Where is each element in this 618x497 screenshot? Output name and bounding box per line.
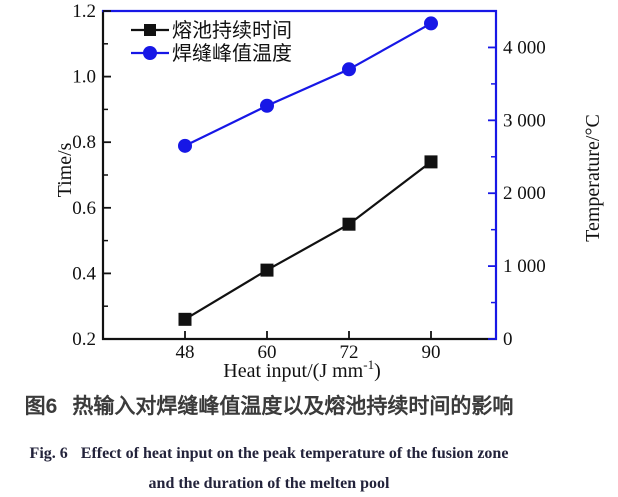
caption-en-text: Effect of heat input on the peak tempera… (80, 445, 509, 462)
data-point-square (424, 155, 438, 169)
left-tick-label: 0.8 (72, 132, 96, 153)
caption-english-line1: Fig. 6 Effect of heat input on the peak t… (0, 443, 538, 465)
x-tick-label: 60 (258, 342, 277, 363)
caption-chinese: 图6 热输入对焊缝峰值温度以及熔池持续时间的影响 (0, 393, 538, 420)
left-tick-label: 0.4 (72, 263, 96, 284)
x-tick-label: 72 (340, 342, 359, 363)
right-tick-label: 3 000 (503, 110, 546, 131)
caption-en-number: Fig. 6 (29, 445, 68, 462)
right-tick-label: 0 (503, 329, 513, 350)
left-tick-label: 1.2 (72, 1, 96, 22)
legend-square-marker (144, 24, 156, 36)
series-line-1 (184, 22, 432, 147)
caption-zh-number: 图6 (24, 395, 58, 418)
left-tick-label: 1.0 (72, 67, 96, 88)
data-point-square (178, 312, 192, 326)
left-tick-label: 0.6 (72, 198, 96, 219)
left-tick-label: 0.2 (72, 329, 96, 350)
data-point-circle (342, 62, 356, 77)
line-chart: 0.2 0.4 0.6 0.8 1.0 1.2 0 1 000 2 000 3 000 4 000 4… (54, 1, 604, 382)
right-tick-label: 1 000 (503, 256, 546, 277)
right-tick-label: 4 000 (503, 37, 546, 58)
data-point-circle (424, 16, 438, 31)
legend-item-label: 熔池持续时间 (172, 19, 292, 42)
caption-english-line2: and the duration of the melten pool (148, 475, 390, 492)
right-tick-label: 2 000 (503, 183, 546, 204)
data-point-square (342, 217, 356, 231)
data-point-circle (260, 98, 274, 113)
caption-zh-text: 热输入对焊缝峰值温度以及熔池持续时间的影响 (72, 395, 514, 418)
y-axis-title-left: Time/s (54, 142, 76, 197)
y-axis-title-right: Temperature/°C (582, 114, 604, 242)
x-tick-label: 48 (176, 342, 195, 363)
data-point-circle (178, 138, 192, 153)
legend-circle-marker (143, 46, 157, 60)
x-tick-label: 90 (422, 342, 441, 363)
legend-item-label: 焊缝峰值温度 (172, 42, 292, 65)
series-line-0 (184, 161, 432, 321)
x-axis-title: Heat input/(J mm-1) (223, 357, 381, 382)
data-point-square (260, 263, 274, 277)
